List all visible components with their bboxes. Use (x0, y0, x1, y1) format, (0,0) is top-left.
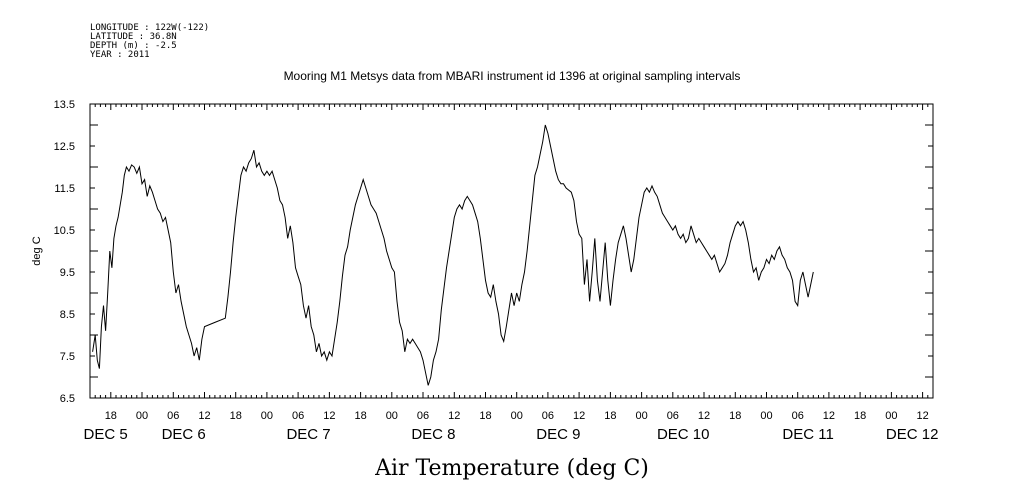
x-hour-label: 06 (417, 410, 429, 422)
x-hour-label: 18 (479, 410, 491, 422)
x-hour-label: 12 (448, 410, 460, 422)
y-tick-label: 13.5 (54, 99, 75, 111)
axis-ticks (89, 103, 934, 399)
chart-title: Mooring M1 Metsys data from MBARI instru… (284, 69, 741, 83)
x-hour-label: 00 (885, 410, 897, 422)
x-hour-label: 00 (511, 410, 523, 422)
plot-frame (89, 103, 934, 399)
y-tick-label: 6.5 (60, 393, 75, 405)
meta-depth: DEPTH (m) : -2.5 (90, 41, 177, 51)
x-hour-label: 00 (635, 410, 647, 422)
y-tick-labels: 6.5 7.5 8.5 9.5 10.5 11.5 12.5 13.5 (54, 99, 75, 405)
meta-year: YEAR : 2011 (90, 50, 150, 60)
x-day-label: DEC 9 (536, 426, 580, 443)
x-hour-label: 00 (261, 410, 273, 422)
x-hour-label: 12 (916, 410, 928, 422)
y-tick-label: 12.5 (54, 141, 75, 153)
y-tick-label: 10.5 (54, 225, 75, 237)
x-day-label: DEC 12 (886, 426, 939, 443)
meta-latitude: LATITUDE : 36.8N (90, 32, 177, 42)
tick-marks (89, 103, 934, 399)
x-day-label: DEC 6 (162, 426, 206, 443)
x-hour-label: 12 (573, 410, 585, 422)
y-axis-label: deg C (31, 236, 43, 265)
x-hour-label: 12 (823, 410, 835, 422)
x-hour-label: 00 (386, 410, 398, 422)
x-hour-label: 00 (760, 410, 772, 422)
x-hour-label: 18 (354, 410, 366, 422)
series-line-air-temperature (92, 124, 814, 386)
x-day-label: DEC 7 (286, 426, 330, 443)
x-hour-label: 12 (323, 410, 335, 422)
meta-longitude: LONGITUDE : 122W(-122) (90, 23, 209, 33)
x-hour-label: 18 (604, 410, 616, 422)
x-hour-label: 06 (667, 410, 679, 422)
x-day-label: DEC 5 (84, 426, 128, 443)
y-tick-label: 8.5 (60, 309, 75, 321)
x-hour-label: 18 (230, 410, 242, 422)
x-hour-labels: 18 00 06 12 18 00 06 12 18 00 06 12 18 00 06 12 18 00 06 12… (105, 410, 929, 422)
metadata-block: LONGITUDE : 122W(-122) LATITUDE : 36.8N … (90, 23, 209, 60)
x-hour-label: 06 (167, 410, 179, 422)
x-day-label: DEC 11 (782, 426, 833, 443)
x-hour-label: 06 (542, 410, 554, 422)
x-hour-label: 06 (792, 410, 804, 422)
x-hour-label: 12 (198, 410, 210, 422)
x-day-labels: DEC 5 DEC 6 DEC 7 DEC 8 DEC 9 DEC 10 DEC 11 DEC… (84, 426, 939, 443)
x-hour-label: 18 (105, 410, 117, 422)
x-hour-label: 06 (292, 410, 304, 422)
y-tick-label: 11.5 (54, 183, 75, 195)
x-day-label: DEC 10 (657, 426, 710, 443)
x-hour-label: 18 (854, 410, 866, 422)
x-axis-label: Air Temperature (deg C) (374, 456, 649, 481)
y-tick-label: 7.5 (60, 351, 75, 363)
x-day-label: DEC 8 (411, 426, 455, 443)
x-hour-label: 00 (136, 410, 148, 422)
y-tick-label: 9.5 (60, 267, 75, 279)
x-hour-label: 18 (729, 410, 741, 422)
x-hour-label: 12 (698, 410, 710, 422)
